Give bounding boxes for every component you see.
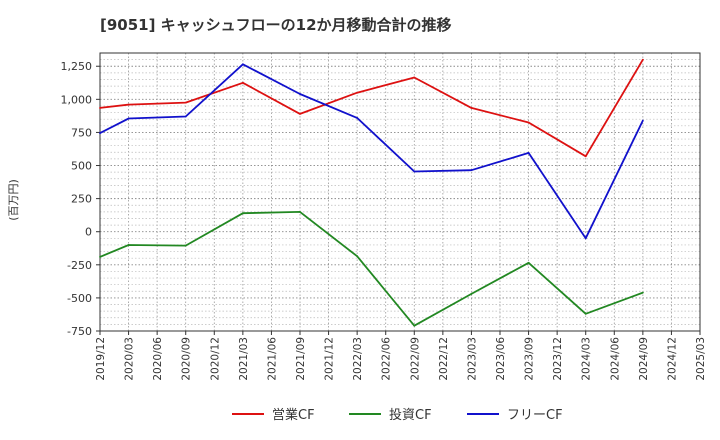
y-tick-label: -500 — [67, 292, 92, 305]
data-point — [584, 155, 587, 158]
data-point — [356, 255, 359, 258]
legend-label: 営業CF — [272, 407, 315, 423]
x-tick-label: 2024/06 — [609, 337, 621, 381]
data-point — [413, 170, 416, 173]
data-point — [99, 107, 101, 109]
y-tick-label: 500 — [71, 160, 92, 173]
data-point — [241, 81, 244, 84]
x-tick-label: 2024/12 — [666, 337, 678, 381]
series-line-2 — [99, 210, 644, 327]
y-tick-label: -750 — [67, 325, 92, 338]
data-point — [356, 91, 359, 94]
data-point — [184, 115, 187, 118]
x-tick-label: 2022/03 — [352, 337, 364, 381]
legend-label: 投資CF — [389, 407, 432, 423]
y-tick-label: 250 — [71, 193, 92, 206]
data-point — [241, 63, 244, 66]
y-tick-label: 0 — [85, 226, 92, 239]
data-point — [527, 121, 530, 124]
data-point — [127, 244, 130, 246]
chart-title: [9051] キャッシュフローの12か月移動合計の推移 — [100, 16, 452, 34]
x-tick-label: 2023/12 — [552, 337, 564, 381]
x-tick-label: 2023/06 — [495, 337, 507, 381]
x-tick-label: 2025/03 — [695, 337, 707, 381]
data-point — [584, 312, 587, 315]
data-point — [99, 132, 101, 134]
grid-lines — [99, 52, 701, 332]
x-tick-label: 2021/09 — [295, 337, 307, 381]
data-point — [470, 169, 473, 172]
x-tick-label: 2020/12 — [209, 337, 221, 381]
data-point — [127, 103, 130, 106]
data-point — [184, 101, 187, 104]
legend-label: フリーCF — [507, 408, 563, 423]
data-point — [641, 58, 644, 61]
x-tick-label: 2023/03 — [466, 337, 478, 381]
x-tick-label: 2020/03 — [124, 337, 136, 381]
data-point — [299, 210, 301, 213]
y-axis-ticks: 1,250 1,000 750 500 250 0 -250 -500 -750 — [61, 60, 100, 338]
data-point — [527, 152, 530, 154]
data-point — [127, 117, 130, 120]
data-point — [470, 107, 473, 109]
y-tick-label: 1,000 — [61, 93, 93, 106]
legend: 営業CF 投資CF フリーCF — [232, 407, 563, 423]
x-tick-label: 2023/09 — [524, 337, 536, 381]
data-point — [527, 261, 530, 264]
x-tick-label: 2020/06 — [152, 337, 164, 381]
data-point — [99, 255, 101, 258]
data-point — [184, 244, 187, 247]
y-axis-label: (百万円) — [7, 179, 20, 221]
data-point — [356, 116, 359, 119]
data-point — [413, 76, 416, 79]
x-tick-label: 2022/09 — [409, 337, 421, 381]
x-tick-label: 2022/12 — [438, 337, 450, 381]
x-tick-label: 2021/06 — [266, 337, 278, 381]
plot-frame — [99, 52, 701, 332]
data-point — [641, 291, 644, 294]
x-tick-label: 2024/09 — [638, 337, 650, 381]
x-tick-label: 2021/12 — [324, 337, 336, 381]
y-tick-label: 1,250 — [61, 60, 93, 73]
series-group — [99, 58, 644, 327]
x-tick-label: 2020/09 — [181, 337, 193, 381]
x-axis-ticks: 2019/12 2020/03 2020/06 2020/09 2020/12 2021/… — [95, 331, 707, 381]
data-point — [299, 112, 301, 115]
y-tick-label: 750 — [71, 126, 92, 139]
data-point — [299, 93, 301, 95]
x-tick-label: 2022/06 — [381, 337, 393, 381]
data-point — [413, 324, 416, 327]
data-point — [241, 212, 244, 215]
data-point — [470, 293, 473, 295]
series-line-1 — [99, 59, 644, 158]
x-tick-label: 2024/03 — [581, 337, 593, 381]
x-tick-label: 2021/03 — [238, 337, 250, 381]
data-point — [584, 237, 587, 240]
data-point — [641, 119, 644, 122]
x-tick-label: 2019/12 — [95, 337, 107, 381]
y-tick-label: -250 — [67, 259, 92, 272]
